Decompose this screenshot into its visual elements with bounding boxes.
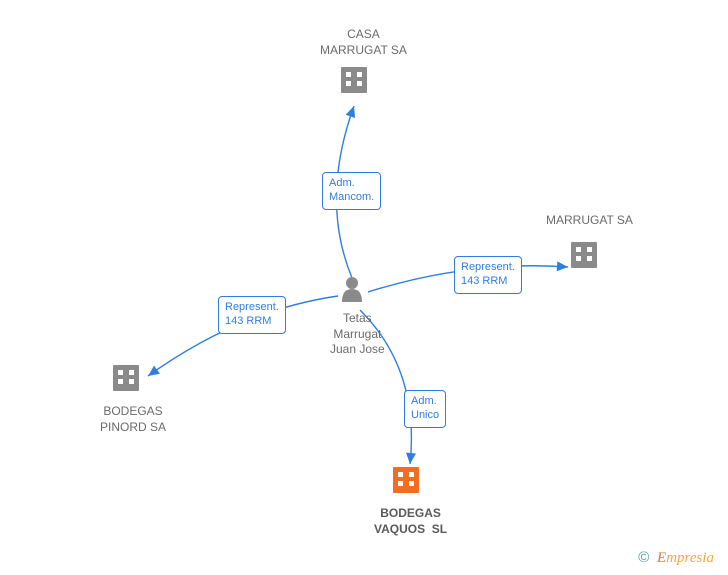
copyright-symbol: © — [638, 549, 649, 566]
edge-arrow-marrugat_sa — [557, 261, 569, 272]
building-icon-bodegas_pinord — [113, 365, 139, 391]
edge-arrow-bodegas_pinord — [145, 366, 160, 381]
node-label-casa_marrugat: CASA MARRUGAT SA — [320, 27, 407, 58]
edge-arrow-casa_marrugat — [346, 104, 359, 118]
edge-arrow-bodegas_vaquos — [405, 453, 416, 465]
person-label: Tetas Marrugat Juan Jose — [330, 311, 385, 358]
watermark-brand-rest: mpresia — [666, 550, 714, 566]
diagram-canvas — [0, 0, 728, 575]
edge-label-bodegas_pinord: Represent. 143 RRM — [218, 296, 286, 334]
node-label-bodegas_vaquos: BODEGAS VAQUOS SL — [374, 506, 447, 537]
watermark: © Empresia — [638, 549, 714, 567]
building-icon-casa_marrugat — [341, 67, 367, 93]
edge-label-casa_marrugat: Adm. Mancom. — [322, 172, 381, 210]
node-label-bodegas_pinord: BODEGAS PINORD SA — [100, 404, 166, 435]
building-icon-marrugat_sa — [571, 242, 597, 268]
building-icon-bodegas_vaquos — [393, 467, 419, 493]
edge-label-bodegas_vaquos: Adm. Unico — [404, 390, 446, 428]
watermark-brand-cap: E — [657, 550, 666, 566]
node-label-marrugat_sa: MARRUGAT SA — [546, 213, 633, 229]
edge-label-marrugat_sa: Represent. 143 RRM — [454, 256, 522, 294]
person-icon — [342, 277, 362, 302]
